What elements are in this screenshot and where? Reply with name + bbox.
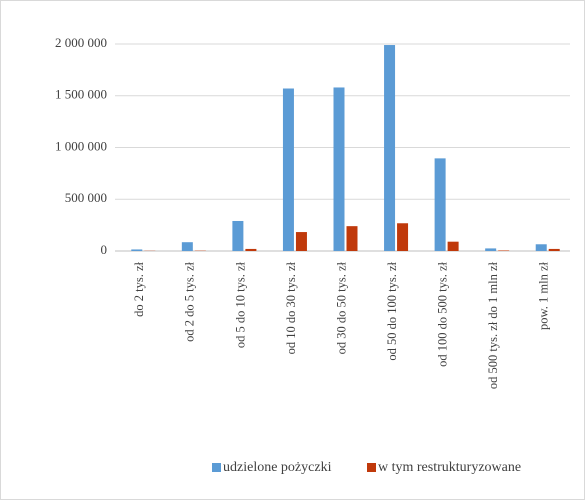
bar (181, 242, 193, 251)
y-tick-label: 2 000 000 (55, 35, 107, 50)
bar (498, 250, 510, 251)
bar (333, 87, 345, 251)
bar (485, 248, 497, 251)
x-tick-label: od 2 do 5 tys. zł (183, 261, 197, 341)
bar (535, 244, 547, 251)
x-tick-label: od 100 do 500 tys. zł (435, 261, 449, 366)
bar (346, 226, 358, 251)
bar (282, 88, 294, 251)
legend-swatch (367, 463, 376, 472)
x-tick-label: do 2 tys. zł (132, 261, 146, 316)
x-tick-label: pow. 1 mln zł (537, 261, 551, 329)
y-tick-label: 1 500 000 (55, 87, 107, 102)
y-tick-label: 1 000 000 (55, 138, 107, 153)
y-tick-label: 0 (101, 242, 108, 257)
bar (245, 248, 257, 251)
bar (131, 249, 143, 251)
bar (384, 45, 396, 251)
bar (434, 158, 446, 251)
legend-label: udzielone pożyczki (223, 460, 332, 475)
legend-swatch (212, 463, 221, 472)
x-tick-label: od 50 do 100 tys. zł (385, 261, 399, 360)
bar (232, 220, 244, 251)
y-tick-label: 500 000 (65, 190, 107, 205)
bar (548, 248, 560, 251)
legend-label: w tym restrukturyzowane (378, 460, 521, 475)
x-tick-label: od 5 do 10 tys. zł (233, 261, 247, 348)
bar (397, 223, 409, 251)
x-tick-label: od 30 do 50 tys. zł (334, 261, 348, 354)
x-tick-label: od 10 do 30 tys. zł (284, 261, 298, 354)
bar (295, 232, 307, 251)
x-tick-label: od 500 tys. zł do 1 mln zł (486, 261, 500, 389)
bar (447, 241, 459, 251)
